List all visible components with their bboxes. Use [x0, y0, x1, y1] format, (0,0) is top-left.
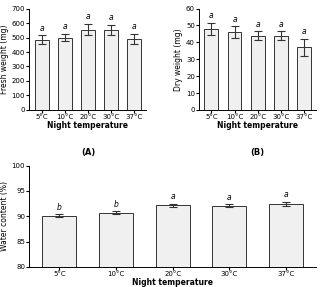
Bar [127, 39, 141, 110]
Text: a: a [39, 24, 44, 33]
Y-axis label: Dry weight (mg): Dry weight (mg) [174, 28, 183, 91]
Text: (A): (A) [81, 148, 95, 157]
Bar [274, 36, 288, 110]
Text: a: a [278, 20, 283, 29]
Y-axis label: Water content (%): Water content (%) [0, 181, 9, 251]
Bar [228, 32, 242, 110]
X-axis label: Night temperature: Night temperature [217, 121, 298, 131]
Bar [251, 36, 265, 110]
Text: a: a [109, 13, 113, 22]
Text: a: a [63, 22, 67, 31]
Text: a: a [227, 193, 232, 201]
Bar [81, 30, 95, 110]
Bar [99, 213, 133, 287]
Bar [35, 40, 49, 110]
Bar [213, 205, 246, 287]
Text: a: a [232, 15, 237, 24]
X-axis label: Night temperature: Night temperature [132, 278, 213, 287]
Text: a: a [132, 22, 137, 31]
Bar [269, 203, 303, 287]
Bar [58, 38, 72, 110]
Text: a: a [209, 11, 214, 20]
Text: (B): (B) [251, 148, 265, 157]
Text: b: b [114, 200, 119, 209]
Text: a: a [170, 192, 175, 201]
X-axis label: Night temperature: Night temperature [47, 121, 128, 131]
Text: a: a [284, 190, 289, 199]
Text: a: a [302, 28, 306, 36]
Bar [204, 29, 218, 110]
Bar [297, 47, 311, 110]
Bar [42, 216, 76, 287]
Text: b: b [57, 203, 62, 212]
Y-axis label: Fresh weight (mg): Fresh weight (mg) [0, 24, 9, 94]
Bar [156, 205, 190, 287]
Bar [104, 30, 118, 110]
Text: a: a [255, 20, 260, 29]
Text: a: a [85, 12, 90, 21]
